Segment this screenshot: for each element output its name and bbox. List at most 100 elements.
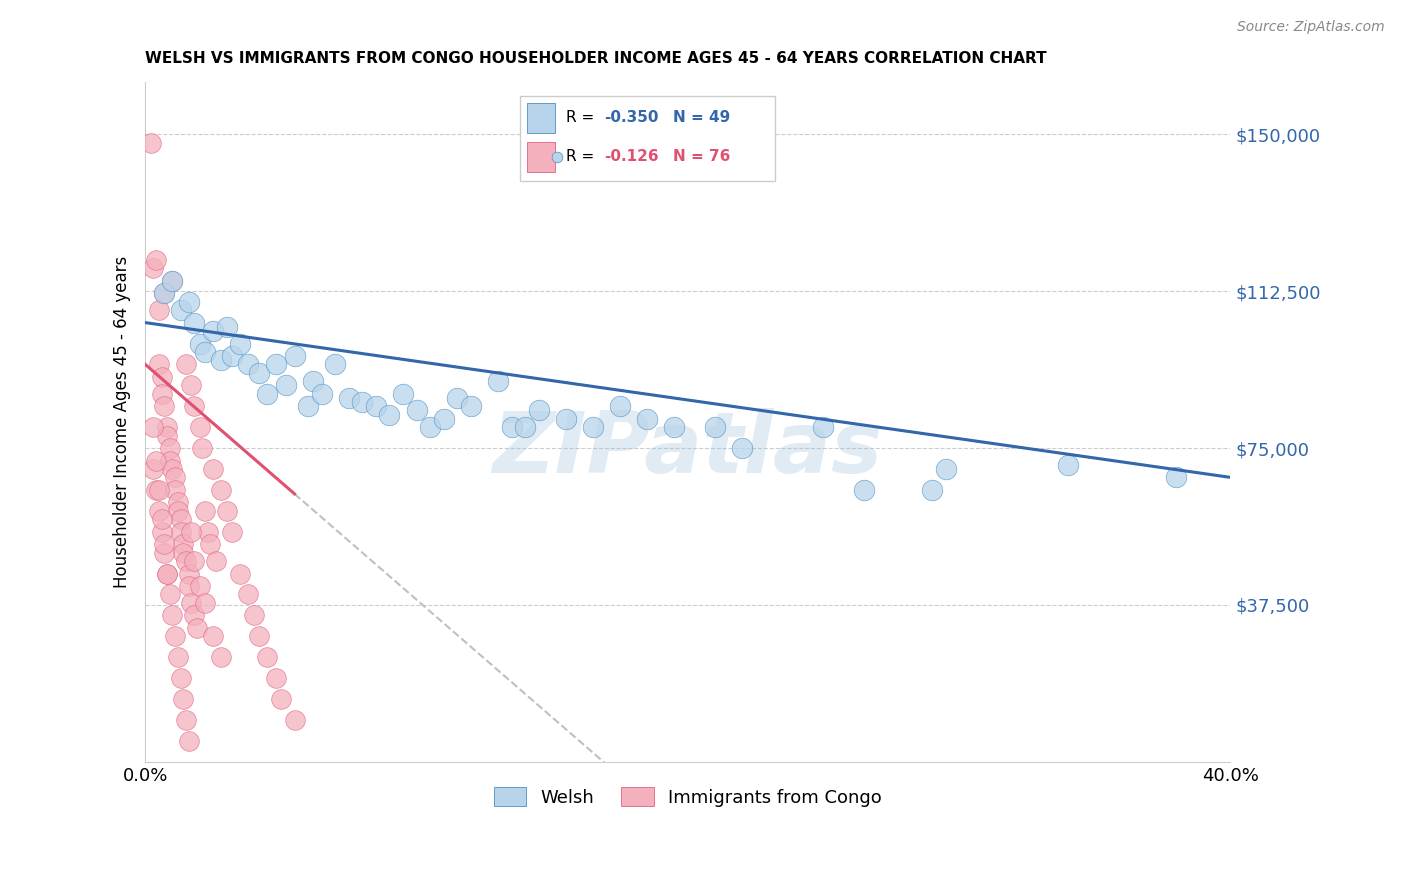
- Point: [283, 349, 305, 363]
- Point: [165, 483, 187, 497]
- Point: [180, 524, 202, 539]
- Point: [156, 428, 179, 442]
- Point: [162, 608, 184, 623]
- Point: [153, 537, 176, 551]
- Point: [352, 395, 374, 409]
- Point: [150, 370, 173, 384]
- Point: [169, 512, 191, 526]
- Point: [513, 420, 536, 434]
- Point: [337, 391, 360, 405]
- Point: [636, 412, 658, 426]
- Point: [156, 566, 179, 581]
- Point: [221, 349, 243, 363]
- Point: [156, 420, 179, 434]
- Point: [174, 358, 197, 372]
- Point: [433, 412, 456, 426]
- Point: [145, 483, 167, 497]
- Point: [183, 554, 205, 568]
- Point: [150, 386, 173, 401]
- Point: [664, 420, 686, 434]
- Point: [194, 504, 217, 518]
- Point: [264, 671, 287, 685]
- Point: [609, 399, 631, 413]
- Point: [297, 399, 319, 413]
- Point: [172, 537, 194, 551]
- Point: [188, 336, 211, 351]
- Point: [191, 441, 214, 455]
- Point: [311, 386, 333, 401]
- Point: [167, 495, 190, 509]
- Point: [177, 734, 200, 748]
- Point: [169, 671, 191, 685]
- Point: [264, 358, 287, 372]
- Point: [582, 420, 605, 434]
- Point: [221, 524, 243, 539]
- Point: [174, 554, 197, 568]
- Point: [1164, 470, 1187, 484]
- Point: [180, 596, 202, 610]
- Point: [200, 537, 222, 551]
- Point: [153, 546, 176, 560]
- Text: WELSH VS IMMIGRANTS FROM CONGO HOUSEHOLDER INCOME AGES 45 - 64 YEARS CORRELATION: WELSH VS IMMIGRANTS FROM CONGO HOUSEHOLD…: [145, 51, 1047, 66]
- Point: [145, 252, 167, 267]
- Point: [174, 713, 197, 727]
- Point: [162, 274, 184, 288]
- Point: [419, 420, 441, 434]
- Point: [209, 353, 232, 368]
- Point: [172, 692, 194, 706]
- Point: [153, 286, 176, 301]
- Point: [150, 524, 173, 539]
- Point: [139, 136, 162, 150]
- Point: [215, 504, 238, 518]
- Text: Source: ZipAtlas.com: Source: ZipAtlas.com: [1237, 20, 1385, 34]
- Point: [460, 399, 482, 413]
- Point: [731, 441, 754, 455]
- Point: [148, 303, 170, 318]
- Point: [186, 621, 208, 635]
- Point: [167, 504, 190, 518]
- Point: [405, 403, 427, 417]
- Point: [142, 261, 165, 276]
- Point: [364, 399, 387, 413]
- Point: [148, 483, 170, 497]
- Point: [153, 399, 176, 413]
- Point: [165, 629, 187, 643]
- Point: [188, 420, 211, 434]
- Point: [159, 441, 181, 455]
- Point: [156, 566, 179, 581]
- Point: [283, 713, 305, 727]
- Point: [159, 587, 181, 601]
- Point: [243, 608, 266, 623]
- Point: [172, 546, 194, 560]
- Point: [209, 650, 232, 665]
- Point: [177, 566, 200, 581]
- Point: [169, 303, 191, 318]
- Point: [183, 399, 205, 413]
- Point: [142, 462, 165, 476]
- Point: [183, 316, 205, 330]
- Point: [202, 629, 225, 643]
- Point: [229, 336, 252, 351]
- Point: [197, 524, 219, 539]
- Point: [446, 391, 468, 405]
- Point: [934, 462, 956, 476]
- Point: [921, 483, 943, 497]
- Point: [1056, 458, 1078, 472]
- Point: [276, 378, 298, 392]
- Point: [145, 453, 167, 467]
- Point: [238, 587, 260, 601]
- Point: [159, 453, 181, 467]
- Point: [229, 566, 252, 581]
- Point: [813, 420, 835, 434]
- Point: [165, 470, 187, 484]
- Point: [392, 386, 415, 401]
- Legend: Welsh, Immigrants from Congo: Welsh, Immigrants from Congo: [486, 780, 889, 814]
- Point: [501, 420, 523, 434]
- Point: [167, 650, 190, 665]
- Point: [302, 374, 325, 388]
- Point: [162, 274, 184, 288]
- Point: [180, 378, 202, 392]
- Point: [486, 374, 509, 388]
- Point: [270, 692, 292, 706]
- Y-axis label: Householder Income Ages 45 - 64 years: Householder Income Ages 45 - 64 years: [114, 256, 131, 588]
